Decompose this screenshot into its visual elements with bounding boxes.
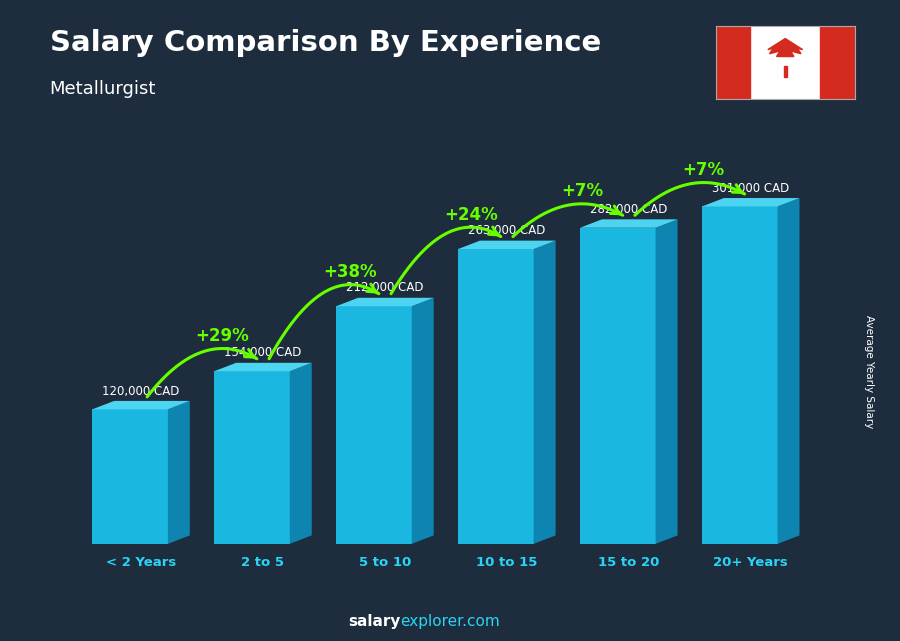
Bar: [820, 26, 855, 99]
Text: 301,000 CAD: 301,000 CAD: [712, 181, 789, 195]
Text: 154,000 CAD: 154,000 CAD: [224, 346, 302, 360]
Text: 282,000 CAD: 282,000 CAD: [590, 203, 668, 216]
Text: Metallurgist: Metallurgist: [50, 80, 156, 98]
Text: 5 to 10: 5 to 10: [359, 556, 411, 569]
Text: +7%: +7%: [683, 161, 724, 179]
Text: Average Yearly Salary: Average Yearly Salary: [863, 315, 874, 428]
Text: 10 to 15: 10 to 15: [476, 556, 537, 569]
Text: explorer.com: explorer.com: [400, 615, 500, 629]
Text: Salary Comparison By Experience: Salary Comparison By Experience: [50, 29, 601, 57]
Polygon shape: [702, 198, 799, 206]
Bar: [784, 66, 787, 76]
Polygon shape: [655, 219, 678, 544]
Bar: [93, 410, 168, 544]
Text: 212,000 CAD: 212,000 CAD: [346, 281, 424, 294]
Polygon shape: [534, 240, 555, 544]
Polygon shape: [778, 198, 799, 544]
Text: 263,000 CAD: 263,000 CAD: [468, 224, 545, 237]
Bar: [716, 26, 751, 99]
Text: 20+ Years: 20+ Years: [714, 556, 788, 569]
Text: 120,000 CAD: 120,000 CAD: [103, 385, 180, 397]
Polygon shape: [411, 298, 434, 544]
Text: +29%: +29%: [195, 327, 249, 345]
Polygon shape: [168, 401, 190, 544]
Text: +24%: +24%: [444, 206, 498, 224]
Polygon shape: [93, 401, 190, 410]
Polygon shape: [336, 298, 434, 306]
Polygon shape: [768, 38, 803, 56]
Text: < 2 Years: < 2 Years: [106, 556, 176, 569]
Bar: [702, 206, 778, 544]
Polygon shape: [580, 219, 678, 228]
Text: +38%: +38%: [323, 263, 377, 281]
Bar: [458, 249, 534, 544]
Bar: [580, 228, 655, 544]
Bar: [336, 306, 411, 544]
Polygon shape: [290, 363, 311, 544]
Text: salary: salary: [348, 615, 400, 629]
Text: +7%: +7%: [561, 183, 603, 201]
Text: 2 to 5: 2 to 5: [241, 556, 284, 569]
Bar: [214, 371, 290, 544]
Polygon shape: [214, 363, 311, 371]
Polygon shape: [458, 240, 555, 249]
Text: 15 to 20: 15 to 20: [598, 556, 660, 569]
